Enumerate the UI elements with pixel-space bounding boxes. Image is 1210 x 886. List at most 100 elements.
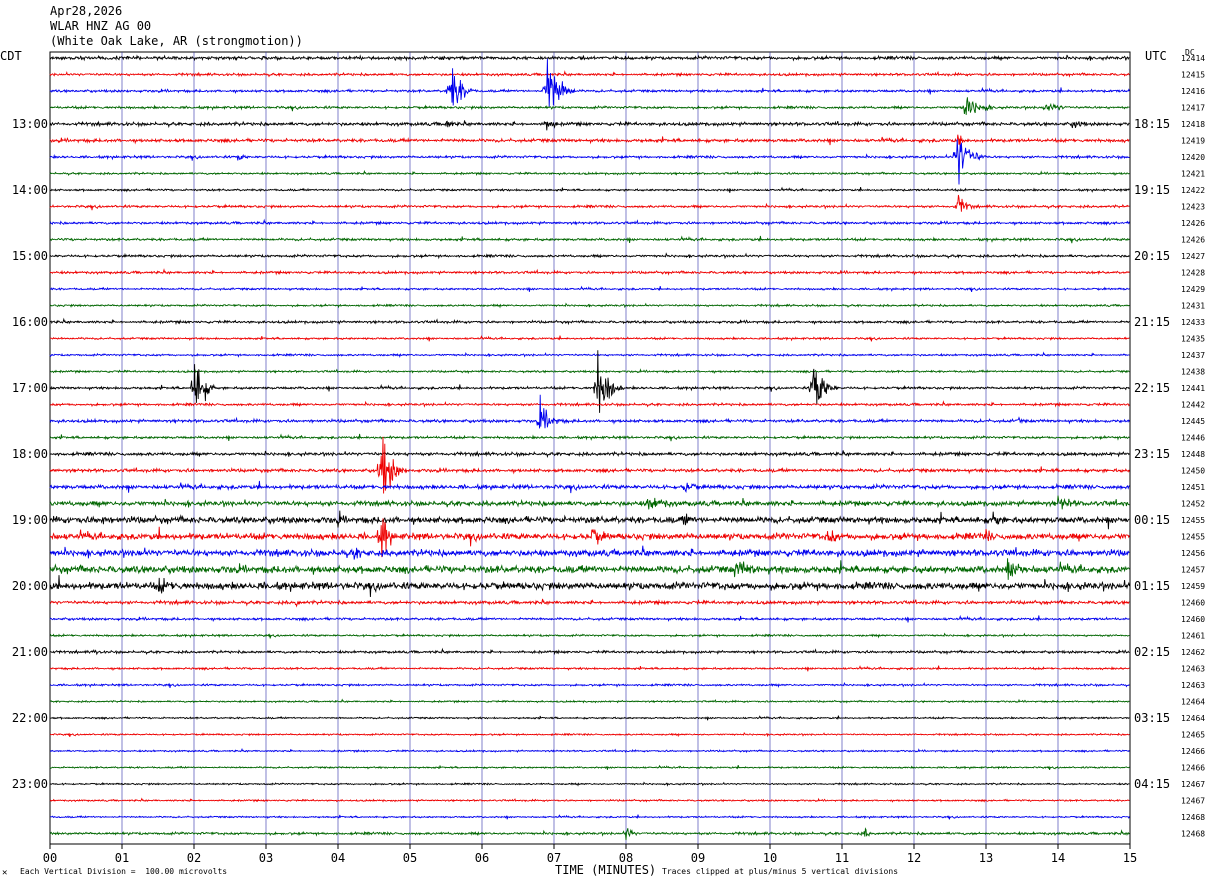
x-tick-label: 05 bbox=[403, 851, 417, 865]
x-tick-label: 12 bbox=[907, 851, 921, 865]
dc-offset-label: 12467 bbox=[1181, 797, 1205, 806]
seismic-trace bbox=[49, 285, 1130, 292]
dc-offset-label: 12463 bbox=[1181, 681, 1205, 690]
seismic-trace bbox=[49, 732, 1130, 738]
left-timezone-label: CDT bbox=[0, 49, 22, 63]
seismic-trace bbox=[49, 495, 1130, 510]
dc-offset-label: 12467 bbox=[1181, 780, 1205, 789]
seismic-trace bbox=[49, 450, 1130, 459]
seismic-trace bbox=[49, 558, 1130, 580]
left-hour-label: 18:00 bbox=[12, 447, 48, 461]
x-tick-label: 15 bbox=[1123, 851, 1137, 865]
seismic-trace bbox=[49, 350, 1130, 413]
dc-offset-label: 12445 bbox=[1181, 417, 1205, 426]
seismic-trace bbox=[49, 194, 1130, 212]
left-hour-label: 16:00 bbox=[12, 315, 48, 329]
seismic-trace bbox=[49, 747, 1130, 754]
x-tick-label: 04 bbox=[331, 851, 345, 865]
seismic-trace bbox=[49, 545, 1130, 560]
seismic-trace bbox=[49, 518, 1130, 558]
traces bbox=[49, 54, 1130, 841]
dc-offset-label: 12415 bbox=[1181, 71, 1205, 80]
left-hour-label: 14:00 bbox=[12, 183, 48, 197]
dc-offset-label: 12428 bbox=[1181, 269, 1205, 278]
seismic-trace bbox=[49, 632, 1130, 639]
dc-offset-label: 12426 bbox=[1181, 219, 1205, 228]
grid bbox=[49, 52, 1131, 849]
seismic-trace bbox=[49, 268, 1130, 276]
seismic-trace bbox=[49, 614, 1130, 623]
seismic-trace bbox=[49, 97, 1130, 115]
scale-note: Each Vertical Division = 100.00 microvol… bbox=[20, 867, 228, 876]
x-tick-label: 11 bbox=[835, 851, 849, 865]
dc-offset-label: 12456 bbox=[1181, 549, 1205, 558]
seismic-trace bbox=[49, 797, 1130, 803]
dc-offset-label: 12450 bbox=[1181, 467, 1205, 476]
seismic-trace bbox=[49, 169, 1130, 177]
left-hour-label: 19:00 bbox=[12, 513, 48, 527]
dc-offset-label: 12438 bbox=[1181, 368, 1205, 377]
dc-offset-label: 12448 bbox=[1181, 450, 1205, 459]
seismic-trace bbox=[49, 764, 1130, 771]
dc-offset-label: 12429 bbox=[1181, 285, 1205, 294]
seismic-trace bbox=[49, 814, 1130, 820]
date-label: Apr28,2026 bbox=[50, 4, 123, 18]
axis-labels: 00 01 02 03 04 05 06 07 08 09 10 11 12 13 14 15 12414 124… bbox=[12, 54, 1205, 865]
dc-offset-label: 12437 bbox=[1181, 351, 1205, 360]
location-label: (White Oak Lake, AR (strongmotion)) bbox=[50, 34, 303, 48]
dc-offset-label: 12414 bbox=[1181, 54, 1205, 63]
x-tick-label: 07 bbox=[547, 851, 561, 865]
dc-offset-label: 12468 bbox=[1181, 830, 1205, 839]
left-hour-label: 17:00 bbox=[12, 381, 48, 395]
left-hour-label: 20:00 bbox=[12, 579, 48, 593]
seismic-trace bbox=[49, 665, 1130, 672]
dc-offset-label: 12460 bbox=[1181, 599, 1205, 608]
dc-offset-label: 12464 bbox=[1181, 698, 1205, 707]
seismic-trace bbox=[49, 698, 1130, 704]
right-hour-label: 04:15 bbox=[1134, 777, 1170, 791]
seismic-trace bbox=[49, 335, 1130, 342]
dc-offset-label: 12418 bbox=[1181, 120, 1205, 129]
seismic-trace bbox=[50, 368, 1130, 375]
seismic-trace bbox=[49, 252, 1130, 260]
dc-offset-label: 12435 bbox=[1181, 335, 1205, 344]
seismic-trace bbox=[49, 302, 1130, 309]
seismic-trace bbox=[49, 827, 1130, 841]
dc-offset-label: 12427 bbox=[1181, 252, 1205, 261]
right-hour-label: 23:15 bbox=[1134, 447, 1170, 461]
x-tick-label: 03 bbox=[259, 851, 273, 865]
dc-offset-label: 12466 bbox=[1181, 747, 1205, 756]
seismic-trace bbox=[49, 351, 1130, 359]
dc-offset-label: 12433 bbox=[1181, 318, 1205, 327]
dc-offset-label: 12442 bbox=[1181, 401, 1205, 410]
x-tick-label: 00 bbox=[43, 851, 57, 865]
left-hour-label: 13:00 bbox=[12, 117, 48, 131]
right-hour-label: 21:15 bbox=[1134, 315, 1170, 329]
seismic-trace bbox=[49, 235, 1130, 244]
seismic-trace bbox=[49, 120, 1130, 131]
dc-offset-label: 12455 bbox=[1181, 516, 1205, 525]
dc-offset-label: 12441 bbox=[1181, 384, 1205, 393]
clip-note: Traces clipped at plus/minus 5 vertical … bbox=[662, 867, 899, 876]
dc-offset-label: 12421 bbox=[1181, 170, 1205, 179]
dc-offset-label: 12464 bbox=[1181, 714, 1205, 723]
dc-offset-label: 12468 bbox=[1181, 813, 1205, 822]
seismic-trace bbox=[49, 186, 1130, 193]
seismic-trace bbox=[50, 781, 1130, 787]
dc-offset-label: 12417 bbox=[1181, 104, 1205, 113]
seismic-trace bbox=[49, 70, 1130, 78]
dc-offset-label: 12465 bbox=[1181, 731, 1205, 740]
dc-offset-label: 12446 bbox=[1181, 434, 1205, 443]
seismic-trace bbox=[49, 134, 1130, 146]
seismic-trace bbox=[49, 682, 1130, 689]
right-hour-label: 02:15 bbox=[1134, 645, 1170, 659]
right-timezone-label: UTC bbox=[1145, 49, 1167, 63]
dc-offset-label: 12419 bbox=[1181, 137, 1205, 146]
x-tick-label: 02 bbox=[187, 851, 201, 865]
x-tick-label: 06 bbox=[475, 851, 489, 865]
x-tick-label: 13 bbox=[979, 851, 993, 865]
right-hour-label: 00:15 bbox=[1134, 513, 1170, 527]
x-tick-label: 10 bbox=[763, 851, 777, 865]
channel-label: WLAR HNZ AG 00 bbox=[50, 19, 152, 33]
dc-offset-label: 12452 bbox=[1181, 500, 1205, 509]
